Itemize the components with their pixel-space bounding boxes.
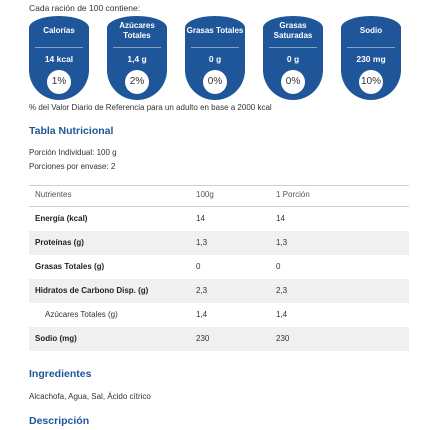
description-title: Descripción [29,415,90,427]
badge-percent: 0% [281,70,305,94]
nutrient-per-100g: 2,3 [196,286,208,295]
nutrient-per-portion: 1,4 [276,310,288,319]
nutrition-table: Nutrientes 100g 1 Porción Energía (kcal)… [29,185,409,351]
table-row: Azúcares Totales (g) 1,4 1,4 [29,303,409,327]
badge-label: Sodio [359,26,383,35]
portion-size: Porción Individual: 100 g [29,148,117,157]
header-nutrients: Nutrientes [35,190,72,199]
nutrient-name: Sodio (mg) [35,334,77,343]
badge-divider [347,47,395,48]
badge-value: 0 g [208,54,222,64]
badge-total-sugars: Azúcares Totales 1,4 g 2% [107,16,167,100]
badge-divider [269,47,317,48]
table-row: Proteínas (g) 1,3 1,3 [29,231,409,255]
badge-divider [191,47,239,48]
badge-percent: 1% [47,70,71,94]
badge-sodium: Sodio 230 mg 10% [341,16,401,100]
badge-percent: 0% [203,70,227,94]
table-header-row: Nutrientes 100g 1 Porción [29,185,409,207]
nutrient-name: Proteínas (g) [35,238,84,247]
badge-percent: 2% [125,70,149,94]
nutrient-per-portion: 0 [276,262,281,271]
portions-per-pack: Porciones por envase: 2 [29,162,116,171]
nutrient-per-100g: 1,4 [196,310,208,319]
nutrient-name: Hidratos de Carbono Disp. (g) [35,286,149,295]
badge-percent: 10% [359,70,383,94]
nutrient-name: Azúcares Totales (g) [45,310,118,319]
badge-value: 0 g [286,54,300,64]
table-row: Sodio (mg) 230 230 [29,327,409,351]
daily-value-note: % del Valor Diario de Referencia para un… [29,103,272,112]
nutrient-name: Grasas Totales (g) [35,262,105,271]
badge-calories: Calorías 14 kcal 1% [29,16,89,100]
nutrient-per-100g: 14 [196,214,205,223]
badge-value: 14 kcal [44,54,74,64]
nutrient-per-100g: 230 [196,334,210,343]
badge-label: Azúcares Totales [119,21,155,40]
nutrient-per-portion: 1,3 [276,238,288,247]
badge-saturated-fat: Grasas Saturadas 0 g 0% [263,16,323,100]
header-per-portion: 1 Porción [276,190,310,199]
nutrient-per-100g: 0 [196,262,201,271]
table-row: Grasas Totales (g) 0 0 [29,255,409,279]
nutrition-badges: Calorías 14 kcal 1% Azúcares Totales 1,4… [29,16,409,100]
badge-divider [113,47,161,48]
nutrition-table-title: Tabla Nutricional [29,125,114,137]
ingredients-text: Alcachofa, Agua, Sal, Ácido cítrico [29,392,151,401]
nutrient-per-portion: 14 [276,214,285,223]
badge-label: Grasas Saturadas [273,21,313,40]
badge-total-fat: Grasas Totales 0 g 0% [185,16,245,100]
nutrient-per-portion: 230 [276,334,290,343]
badge-label: Grasas Totales [186,26,244,35]
table-row: Energía (kcal) 14 14 [29,207,409,231]
serving-intro: Cada ración de 100 contiene: [29,3,141,13]
nutrient-per-portion: 2,3 [276,286,288,295]
ingredients-title: Ingredientes [29,368,92,380]
badge-divider [35,47,83,48]
badge-value: 1,4 g [127,54,147,64]
table-row: Hidratos de Carbono Disp. (g) 2,3 2,3 [29,279,409,303]
nutrient-per-100g: 1,3 [196,238,208,247]
badge-value: 230 mg [356,54,386,64]
header-per-100g: 100g [196,190,214,199]
badge-label: Calorías [43,26,75,35]
nutrient-name: Energía (kcal) [35,214,88,223]
